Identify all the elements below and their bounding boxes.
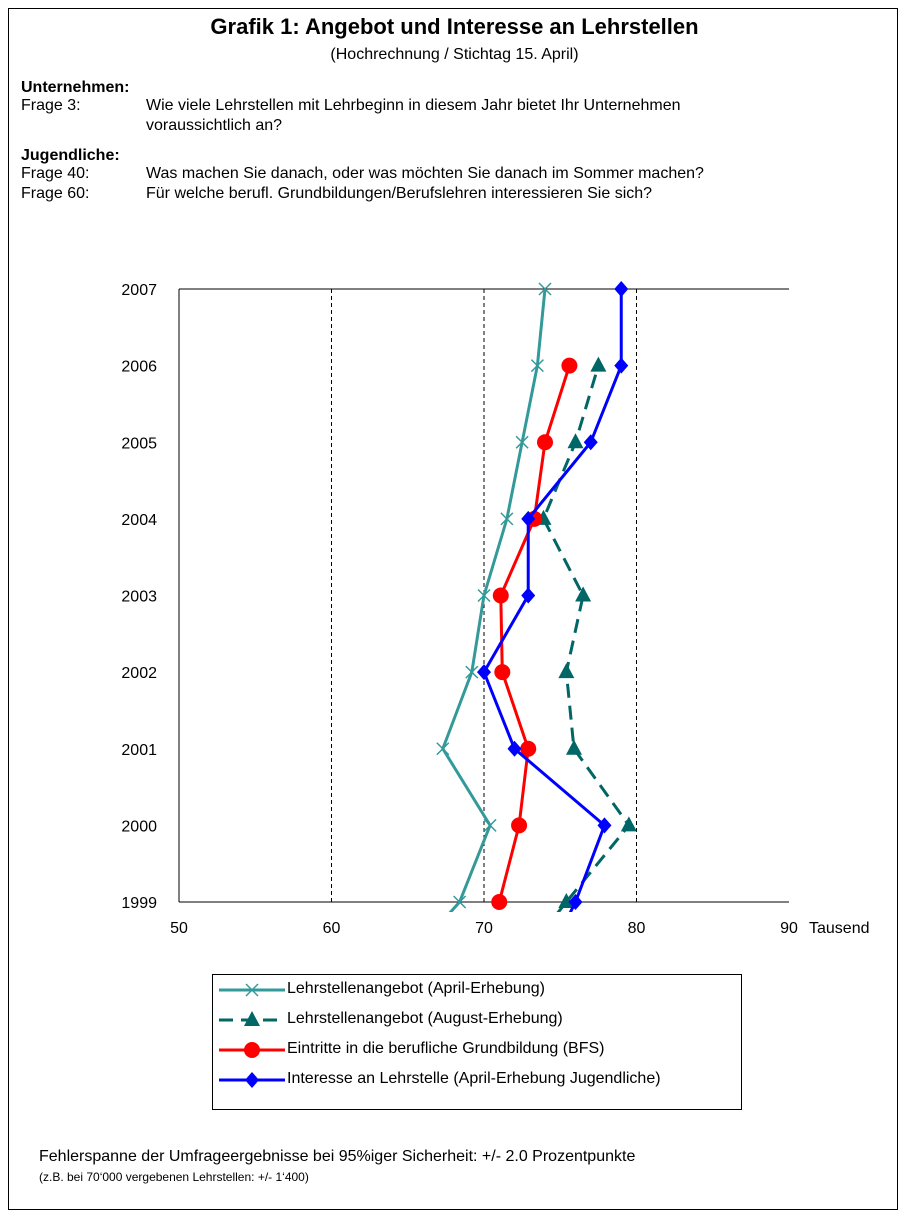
question-3-line-2: voraussichtlich an? bbox=[146, 117, 283, 134]
legend-label-august-offer: Lehrstellenangebot (August-Erhebung) bbox=[287, 1010, 563, 1027]
year-label-2005: 2005 bbox=[121, 435, 157, 452]
series-line-entries-bfs bbox=[497, 365, 571, 903]
point-april-offer-2001-stroke-b bbox=[436, 742, 450, 756]
point-april-offer-2006 bbox=[530, 359, 544, 373]
x-tick-label-60: 60 bbox=[323, 920, 341, 937]
point-youth-interest-2006 bbox=[614, 357, 629, 374]
legend-label-april-offer: Lehrstellenangebot (April-Erhebung) bbox=[287, 980, 545, 997]
year-label-2004: 2004 bbox=[121, 512, 157, 529]
legend-marker-youth-interest bbox=[245, 1072, 259, 1088]
point-august-offer-2006 bbox=[590, 356, 607, 372]
question-60-label: Frage 60: bbox=[21, 185, 90, 202]
legend-item-april-offer: Lehrstellenangebot (April-Erhebung) bbox=[213, 975, 741, 1005]
year-label-2002: 2002 bbox=[121, 665, 157, 682]
point-entries-bfs-1999 bbox=[491, 894, 508, 910]
legend-marker-april-offer bbox=[245, 983, 259, 997]
point-april-offer-2002 bbox=[465, 665, 479, 679]
series-april-offer bbox=[436, 282, 552, 912]
question-40-label: Frage 40: bbox=[21, 165, 90, 182]
point-april-offer-2004 bbox=[500, 512, 514, 526]
point-april-offer-2007 bbox=[538, 282, 552, 296]
point-august-offer-1999 bbox=[558, 893, 575, 908]
x-tick-label-70: 70 bbox=[475, 920, 493, 937]
point-entries-bfs-2006 bbox=[561, 357, 578, 374]
error-margin-text: Fehlerspanne der Umfrageergebnisse bei 9… bbox=[39, 1148, 636, 1165]
legend-label-youth-interest: Interesse an Lehrstelle (April-Erhebung … bbox=[287, 1070, 661, 1087]
point-entries-bfs-2001 bbox=[520, 740, 537, 757]
point-april-offer-2007-stroke-b bbox=[538, 282, 552, 296]
x-tick-label-80: 80 bbox=[628, 920, 646, 937]
year-label-1999: 1999 bbox=[121, 895, 157, 912]
x-tick-label-90: 90 bbox=[780, 920, 798, 937]
legend-label-entries-bfs: Eintritte in die berufliche Grundbildung… bbox=[287, 1040, 605, 1057]
series-youth-interest bbox=[477, 281, 629, 912]
point-april-offer-2003 bbox=[477, 588, 491, 603]
legend-marker-april-offer-stroke-b bbox=[245, 983, 259, 997]
question-3-label: Frage 3: bbox=[21, 97, 81, 114]
point-august-offer-2001 bbox=[565, 739, 582, 755]
point-youth-interest-1999 bbox=[568, 894, 583, 910]
question-40-text: Was machen Sie danach, oder was möchten … bbox=[146, 165, 704, 182]
companies-heading: Unternehmen: bbox=[21, 79, 130, 96]
point-april-offer-2003-stroke-b bbox=[477, 588, 491, 603]
line-chart: 50 60 70 80 90 Tausend 1999 2000 2001 2002 2003 200… bbox=[121, 281, 870, 937]
legend-item-august-offer: Lehrstellenangebot (August-Erhebung) bbox=[213, 1005, 741, 1035]
question-60-text: Für welche berufl. Grundbildungen/Berufs… bbox=[146, 185, 653, 202]
legend-swatch-august-offer bbox=[219, 1011, 285, 1026]
year-label-2006: 2006 bbox=[121, 359, 157, 376]
point-youth-interest-2003 bbox=[521, 587, 536, 604]
series-entries-bfs bbox=[491, 357, 578, 910]
point-youth-interest-2007 bbox=[614, 281, 629, 297]
point-august-offer-2003 bbox=[575, 586, 592, 602]
error-margin-example: (z.B. bei 70‘000 vergebenen Lehrstellen:… bbox=[39, 1170, 309, 1184]
point-april-offer-2002-stroke-b bbox=[465, 665, 479, 679]
legend-marker-entries-bfs bbox=[244, 1042, 260, 1058]
legend-swatch-entries-bfs bbox=[219, 1042, 285, 1058]
point-april-offer-2000-stroke-b bbox=[483, 818, 497, 832]
year-label-2001: 2001 bbox=[121, 742, 157, 759]
year-label-2007: 2007 bbox=[121, 282, 157, 299]
point-april-offer-2000 bbox=[483, 818, 497, 832]
x-tick-label-50: 50 bbox=[170, 920, 188, 937]
question-3-line-1: Wie viele Lehrstellen mit Lehrbeginn in … bbox=[146, 97, 681, 114]
point-april-offer-2005-stroke-b bbox=[515, 435, 529, 449]
point-april-offer-2004-stroke-b bbox=[500, 512, 514, 526]
legend-item-entries-bfs: Eintritte in die berufliche Grundbildung… bbox=[213, 1035, 741, 1065]
point-entries-bfs-2005 bbox=[537, 434, 553, 451]
legend-swatch-youth-interest bbox=[219, 1072, 285, 1088]
point-april-offer-2001 bbox=[436, 742, 450, 756]
point-april-offer-1999-stroke-b bbox=[453, 895, 467, 909]
point-youth-interest-2001 bbox=[507, 740, 522, 757]
point-april-offer-2005 bbox=[515, 435, 529, 449]
point-youth-interest-2002 bbox=[477, 664, 491, 681]
year-label-2003: 2003 bbox=[121, 589, 157, 606]
series-august-offer bbox=[535, 356, 637, 912]
figure-frame bbox=[8, 8, 898, 1210]
point-youth-interest-2004 bbox=[521, 510, 536, 527]
point-entries-bfs-2000 bbox=[511, 817, 528, 834]
point-august-offer-2005 bbox=[567, 433, 584, 449]
chart-legend: Lehrstellenangebot (April-Erhebung) Lehr… bbox=[212, 974, 742, 1110]
point-april-offer-1999 bbox=[453, 895, 467, 909]
legend-item-youth-interest: Interesse an Lehrstelle (April-Erhebung … bbox=[213, 1065, 741, 1095]
point-youth-interest-2000 bbox=[597, 817, 612, 834]
point-august-offer-2002 bbox=[558, 663, 575, 679]
point-youth-interest-2005 bbox=[583, 434, 598, 451]
legend-swatch-april-offer bbox=[219, 983, 285, 997]
year-label-2000: 2000 bbox=[121, 818, 157, 835]
chart-subtitle: (Hochrechnung / Stichtag 15. April) bbox=[330, 46, 579, 63]
youth-heading: Jugendliche: bbox=[21, 147, 120, 164]
point-august-offer-2000 bbox=[620, 816, 637, 832]
point-entries-bfs-2003 bbox=[492, 587, 509, 604]
x-axis-unit-label: Tausend bbox=[809, 920, 870, 937]
point-entries-bfs-2002 bbox=[494, 664, 511, 681]
series-line-april-offer bbox=[441, 288, 547, 912]
chart-title: Grafik 1: Angebot und Interesse an Lehrs… bbox=[210, 14, 699, 39]
point-april-offer-2006-stroke-b bbox=[530, 359, 544, 373]
legend-marker-august-offer bbox=[244, 1011, 260, 1026]
series-line-youth-interest bbox=[482, 289, 623, 912]
